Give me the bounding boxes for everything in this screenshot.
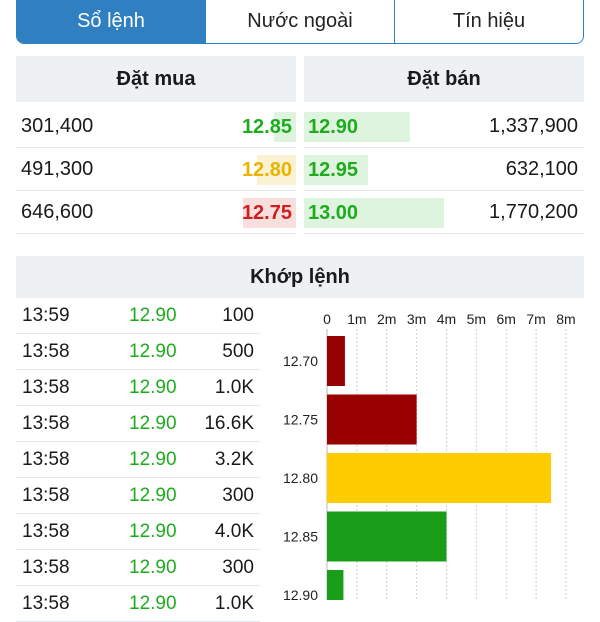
bar-12.70	[327, 336, 345, 386]
x-tick-label: 1m	[347, 311, 366, 327]
ask-volume: 1,770,200	[489, 201, 578, 223]
y-tick-label: 12.80	[283, 470, 318, 486]
bid-row[interactable]: 646,600 12.75	[16, 192, 296, 234]
bid-depth-bar	[274, 112, 296, 142]
bid-depth-bar	[257, 155, 296, 185]
matched-volume: 3.2K	[214, 449, 254, 470]
x-tick-label: 3m	[407, 311, 426, 327]
y-tick-label: 12.90	[283, 587, 318, 600]
bid-volume: 301,400	[21, 115, 94, 137]
bid-price: 12.85	[241, 115, 292, 138]
matched-volume: 1.0K	[214, 593, 254, 614]
matched-volume: 100	[222, 305, 254, 326]
tab-foreign[interactable]: Nước ngoài	[205, 0, 394, 43]
matched-price: 12.90	[129, 341, 177, 362]
ask-volume: 1,337,900	[489, 115, 578, 137]
ask-row[interactable]: 12.95 632,100	[304, 149, 584, 191]
matched-row: 13:58 12.90 300	[16, 550, 260, 586]
matched-time: 13:58	[22, 449, 70, 470]
bar-12.75	[327, 394, 417, 445]
matched-price: 12.90	[129, 521, 177, 542]
x-tick-label: 0	[323, 311, 331, 327]
bid-row[interactable]: 491,300 12.80	[16, 149, 296, 191]
matched-time: 13:58	[22, 521, 70, 542]
bid-header: Đặt mua	[16, 56, 296, 102]
matched-row: 13:58 12.90 1.0K	[16, 586, 260, 622]
ask-volume: 632,100	[505, 158, 578, 180]
bar-12.90	[327, 570, 344, 600]
matched-time: 13:58	[22, 413, 70, 434]
matched-price: 12.90	[129, 593, 177, 614]
tab-signals[interactable]: Tín hiệu	[394, 0, 583, 43]
matched-time: 13:58	[22, 557, 70, 578]
matched-time: 13:58	[22, 485, 70, 506]
matched-row: 13:59 12.90 100	[16, 298, 260, 334]
y-tick-label: 12.75	[283, 412, 318, 428]
matched-price: 12.90	[129, 557, 177, 578]
matched-time: 13:58	[22, 593, 70, 614]
x-tick-label: 5m	[467, 311, 486, 327]
ask-price: 12.90	[308, 115, 359, 138]
matched-time: 13:59	[22, 305, 70, 326]
matched-volume: 1.0K	[214, 377, 254, 398]
matched-volume: 300	[222, 557, 254, 578]
x-tick-label: 6m	[497, 311, 516, 327]
matched-price: 12.90	[129, 305, 177, 326]
matched-price: 12.90	[129, 449, 177, 470]
matched-row: 13:58 12.90 300	[16, 478, 260, 514]
matched-row: 13:58 12.90 1.0K	[16, 370, 260, 406]
ask-header: Đặt bán	[304, 56, 584, 102]
ask-depth-bar	[304, 198, 444, 228]
matched-row: 13:58 12.90 3.2K	[16, 442, 260, 478]
bar-12.85	[327, 511, 447, 562]
matched-time: 13:58	[22, 377, 70, 398]
price-volume-chart: 0 1m 2m 3m 4m 5m 6m 7m 8m 12.70 12.75 12.80 12.85 12.…	[283, 311, 576, 600]
ask-depth-bar	[304, 112, 410, 142]
matched-volume: 500	[222, 341, 254, 362]
matched-row: 13:58 12.90 500	[16, 334, 260, 370]
bid-price: 12.80	[241, 158, 292, 181]
bid-depth-bar	[243, 198, 296, 228]
matched-price: 12.90	[129, 413, 177, 434]
matched-volume: 4.0K	[214, 521, 254, 542]
matched-row: 13:58 12.90 16.6K	[16, 406, 260, 442]
matched-volume: 300	[222, 485, 254, 506]
bid-row[interactable]: 301,400 12.85	[16, 106, 296, 148]
bid-price: 12.75	[241, 201, 292, 224]
ask-price: 12.95	[308, 158, 359, 181]
bar-12.80	[327, 453, 552, 503]
x-tick-label: 7m	[526, 311, 545, 327]
matched-price: 12.90	[129, 485, 177, 506]
ask-row[interactable]: 12.90 1,337,900	[304, 106, 584, 148]
matched-time: 13:58	[22, 341, 70, 362]
x-tick-label: 4m	[437, 311, 456, 327]
matched-price: 12.90	[129, 377, 177, 398]
matched-header: Khớp lệnh	[16, 256, 584, 298]
y-tick-label: 12.70	[283, 353, 318, 369]
matched-volume: 16.6K	[204, 413, 254, 434]
x-tick-label: 2m	[377, 311, 396, 327]
bid-volume: 491,300	[21, 158, 94, 180]
bid-volume: 646,600	[21, 201, 94, 223]
x-tick-label: 8m	[556, 311, 575, 327]
ask-depth-bar	[304, 155, 368, 185]
ask-price: 13.00	[308, 201, 359, 224]
matched-row: 13:58 12.90 4.0K	[16, 514, 260, 550]
y-tick-label: 12.85	[283, 529, 318, 545]
tab-bar: Sổ lệnh Nước ngoài Tín hiệu	[16, 0, 584, 44]
tab-order-book[interactable]: Sổ lệnh	[17, 0, 205, 43]
ask-row[interactable]: 13.00 1,770,200	[304, 192, 584, 234]
